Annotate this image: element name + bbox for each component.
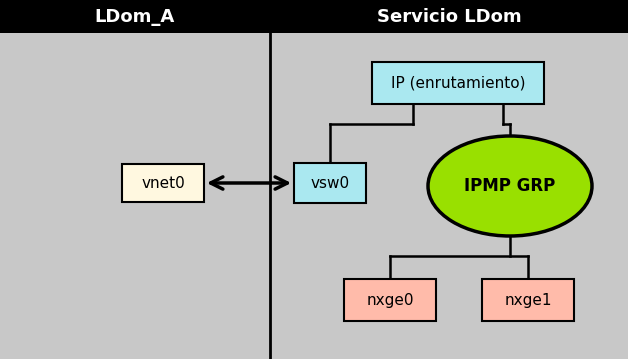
Ellipse shape [428,136,592,236]
FancyBboxPatch shape [344,279,436,321]
Text: IPMP GRP: IPMP GRP [464,177,556,195]
Text: nxge0: nxge0 [366,293,414,308]
Bar [0,33,270,359]
FancyBboxPatch shape [482,279,574,321]
Bar [270,33,628,359]
Bar [0,0,270,33]
FancyBboxPatch shape [372,62,544,104]
Text: Servicio LDom: Servicio LDom [377,8,521,25]
Bar [270,0,628,33]
Text: vsw0: vsw0 [310,176,350,191]
Text: LDom_A: LDom_A [95,8,175,25]
Text: nxge1: nxge1 [504,293,552,308]
FancyBboxPatch shape [294,163,366,203]
FancyBboxPatch shape [122,164,204,202]
Text: IP (enrutamiento): IP (enrutamiento) [391,75,525,90]
Text: vnet0: vnet0 [141,176,185,191]
